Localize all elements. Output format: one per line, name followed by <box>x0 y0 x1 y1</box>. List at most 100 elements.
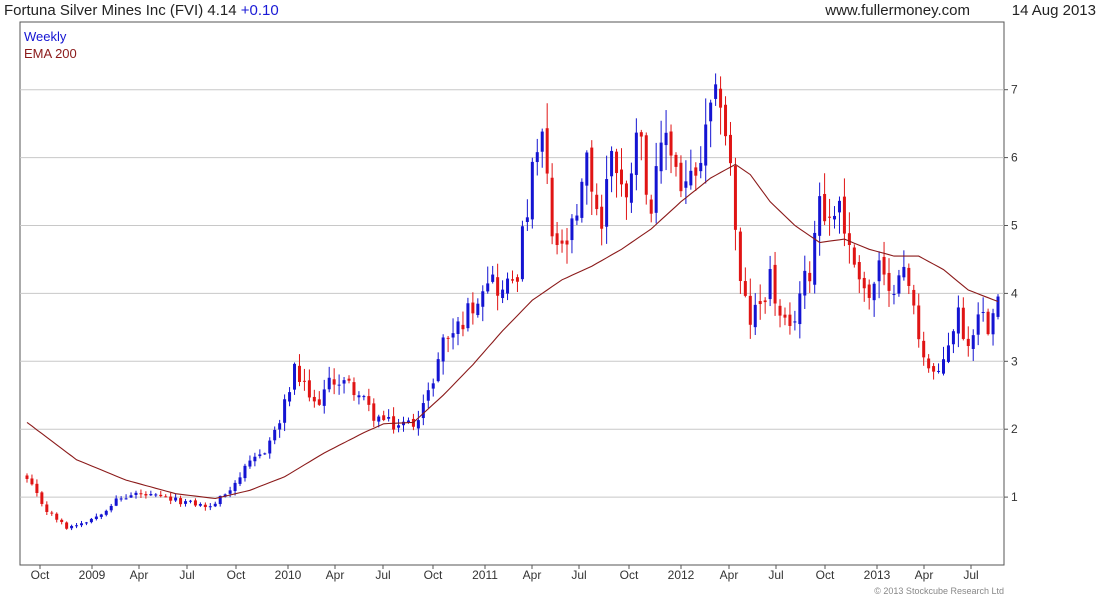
x-tick-label: Jul <box>963 568 978 582</box>
candle <box>431 378 435 397</box>
candle <box>248 455 252 469</box>
candle <box>694 162 698 191</box>
candle <box>565 228 569 264</box>
candle <box>639 129 643 161</box>
candle <box>857 255 861 294</box>
candle <box>535 138 539 176</box>
candle <box>684 160 688 204</box>
candle <box>887 258 891 307</box>
candle <box>793 310 797 331</box>
candle <box>297 354 301 387</box>
candle <box>263 452 267 455</box>
chart-header: Fortuna Silver Mines Inc (FVI) 4.14 +0.1… <box>4 0 1096 22</box>
legend-ema: EMA 200 <box>24 46 77 61</box>
candle <box>307 369 311 402</box>
candle <box>184 498 188 507</box>
chart-title: Fortuna Silver Mines Inc (FVI) 4.14 <box>4 2 237 19</box>
candle <box>778 299 782 328</box>
x-tick-label: 2011 <box>472 568 498 582</box>
candle <box>560 229 564 253</box>
candle <box>491 265 495 284</box>
candle <box>629 162 633 213</box>
candle <box>922 331 926 366</box>
candle <box>159 490 163 498</box>
candle <box>590 140 594 216</box>
candle <box>40 491 44 507</box>
candle <box>441 334 445 375</box>
candle <box>456 316 460 346</box>
candle <box>624 180 628 220</box>
candle <box>75 522 79 529</box>
candle <box>446 335 450 353</box>
candle <box>937 363 941 374</box>
candle <box>372 398 376 428</box>
candle <box>208 503 212 511</box>
candle <box>758 284 762 320</box>
y-tick-label: 1 <box>1011 490 1018 504</box>
candle <box>605 155 609 244</box>
x-axis: Oct 2009 Apr Jul Oct 2010 Apr Jul Oct 2011 Apr Jul O… <box>31 565 979 582</box>
candle <box>327 366 331 393</box>
candle <box>961 297 965 341</box>
candle <box>461 311 465 337</box>
candle <box>496 263 500 311</box>
candle <box>347 375 351 384</box>
site-link[interactable]: www.fullermoney.com <box>825 2 970 19</box>
x-tick-label: Jul <box>571 568 586 582</box>
candle <box>907 263 911 295</box>
candle <box>293 362 297 395</box>
chart-title-line: Fortuna Silver Mines Inc (FVI) 4.14 +0.1… <box>4 0 279 22</box>
x-tick-label: Oct <box>227 568 246 582</box>
candle <box>981 297 985 322</box>
legend-weekly: Weekly <box>24 29 67 44</box>
candle <box>719 76 723 135</box>
candle <box>342 377 346 394</box>
x-tick-label: Apr <box>915 568 934 582</box>
candle <box>833 206 837 229</box>
ema-200-line <box>26 163 999 500</box>
candle <box>238 472 242 487</box>
candle <box>273 426 277 445</box>
candle <box>837 196 841 234</box>
y-tick-label: 6 <box>1011 151 1018 165</box>
candle <box>119 496 123 502</box>
candle <box>471 292 475 325</box>
candle <box>649 194 653 223</box>
candle <box>322 379 326 414</box>
candle <box>570 214 574 254</box>
candle <box>867 279 871 310</box>
candle <box>828 198 832 236</box>
candle <box>748 278 752 339</box>
candle <box>30 474 34 486</box>
candle <box>203 502 207 511</box>
x-tick-label: Apr <box>720 568 739 582</box>
candle <box>357 391 361 405</box>
candle <box>193 498 197 507</box>
x-tick-label: Apr <box>326 568 345 582</box>
candle <box>808 261 812 293</box>
candle <box>94 513 98 521</box>
candle <box>258 449 262 459</box>
candle <box>892 284 896 305</box>
candle <box>416 410 420 436</box>
candle <box>377 414 381 428</box>
candle <box>511 270 514 284</box>
candle <box>515 274 519 293</box>
candle <box>966 326 970 357</box>
candle <box>724 96 728 146</box>
candle <box>382 410 386 422</box>
candle <box>312 389 316 408</box>
candle <box>288 387 292 407</box>
candle <box>283 394 287 432</box>
y-axis: 1 2 3 4 5 6 7 <box>1004 83 1018 504</box>
candle <box>753 293 757 335</box>
x-tick-label: Apr <box>130 568 149 582</box>
candle <box>699 146 703 179</box>
candle <box>823 173 827 226</box>
candle <box>644 132 648 205</box>
candle <box>387 409 391 422</box>
candle <box>243 463 247 482</box>
candle <box>971 329 975 361</box>
candle <box>585 150 589 205</box>
